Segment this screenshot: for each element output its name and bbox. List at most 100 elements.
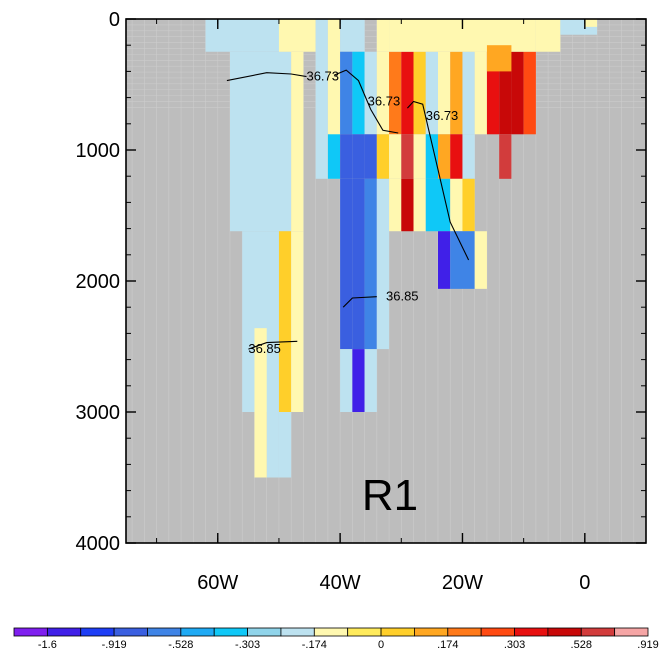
contour-lines: 36.73 36.73 36.73 36.85 36.85 [226,69,470,356]
y-tick-label: 4000 [76,533,121,555]
heatmap-cell [266,412,279,478]
heatmap-cell [462,178,475,232]
heatmap-cell [340,349,353,412]
heatmap-cell [474,51,487,135]
colorbar-label: -.303 [235,639,260,651]
contour-label: 36.73 [426,108,459,123]
colorbar-swatch [80,627,115,637]
heatmap-cell [450,134,463,179]
contour-line [406,100,470,261]
colorbar-label: .919 [637,639,658,651]
heatmap-cell [352,349,365,412]
heatmap-cell [450,231,475,289]
contour-label: 36.85 [248,341,281,356]
heatmap-cell [523,51,536,135]
heatmap-cell [327,134,341,179]
x-tick-label: 0 [579,572,590,594]
contour-line [342,296,377,308]
heatmap-cell [376,51,390,135]
contour-line [333,69,399,134]
x-tick-label: 20W [442,572,483,594]
colorbar-label: .174 [437,639,458,651]
heatmap-cell [254,412,267,478]
colorbar-swatch [247,627,282,637]
colorbar-label: -.919 [102,639,127,651]
heatmap-cell [376,134,390,179]
heatmap-cell [364,134,377,179]
colorbar-swatch [547,627,582,637]
y-tick-label: 3000 [76,402,121,424]
heatmap-cell [474,231,487,289]
colorbar-label: -1.6 [38,639,57,651]
heatmap-cell [413,134,426,179]
heatmap-cell [499,51,512,135]
heatmap-cell [389,51,402,135]
y-tick-label: 1000 [76,140,121,162]
heatmap-cell [413,178,426,232]
heatmap-cell [438,51,451,135]
colorbar-swatch [380,627,415,637]
heatmap-cells [205,19,598,478]
colorbar-label: -.528 [168,639,193,651]
colorbar-swatch [213,627,248,637]
contour-label: 36.85 [386,289,419,304]
contour-line [226,72,307,82]
heatmap-cell [352,178,365,350]
colorbar-swatch [13,627,48,637]
colorbar-swatch [580,627,616,637]
colorbar-swatch [414,627,449,637]
heatmap-cell [511,51,524,135]
heatmap-cell [438,231,451,289]
colorbar-swatch [313,627,349,637]
y-tick-label: 0 [109,9,120,31]
heatmap-cell [315,19,328,179]
heatmap-cell [340,19,365,52]
heatmap-cell [486,51,500,135]
colorbar-swatch [614,627,649,637]
x-tick-label: 40W [320,572,361,594]
heatmap-cell [230,51,292,232]
heatmap-cell [205,19,292,52]
heatmap-cell [462,51,475,135]
heatmap-cell [340,178,353,350]
heatmap-cell [278,19,316,52]
colorbar-swatch [347,627,382,637]
colorbar-swatch [113,627,148,637]
colorbar-label: -.174 [302,639,327,651]
x-tick-label: 60W [197,572,238,594]
heatmap-cell [389,178,402,232]
heatmap-cell [401,51,414,135]
contour-line [248,340,298,350]
heatmap-cell [254,328,267,412]
colorbar-label: .303 [504,639,525,651]
colorbar-label: .528 [571,639,592,651]
heatmap-cell [425,51,438,135]
heatmap-cell [438,134,451,179]
colorbar-swatch [280,627,315,637]
heatmap-cell [278,231,292,412]
colorbar-label: 0 [378,639,384,651]
heatmap-cell [376,178,390,350]
colorbar-swatch [147,627,182,637]
heatmap-cell [278,412,292,478]
y-tick-label: 2000 [76,271,121,293]
heatmap-cell [486,45,512,72]
heatmap-cell [535,19,561,52]
heatmap-cell [401,134,414,179]
heatmap-cell [352,134,365,179]
heatmap-cell [584,19,598,27]
contour-label: 36.73 [306,69,339,84]
heatmap-cell [291,231,304,412]
colorbar-swatch [46,627,82,637]
colorbar-swatch [180,627,215,637]
panel-label: R1 [362,471,418,520]
heatmap-cell [364,349,377,412]
colorbar-swatch [514,627,549,637]
axes: 0 1000 2000 3000 4000 60W 40W 20W 0 [76,9,647,594]
colorbar-swatch [480,627,515,637]
heatmap-cell [450,178,463,232]
colorbar-swatch [447,627,482,637]
heatmap-cell [340,134,353,179]
heatmap-cell [450,51,463,135]
